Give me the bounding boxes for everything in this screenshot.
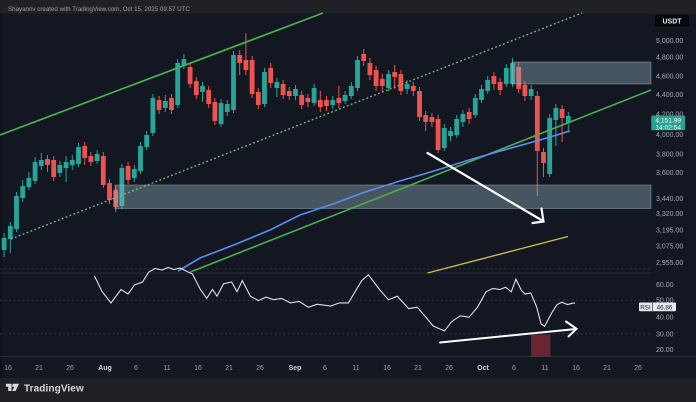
- svg-text:3,195.00: 3,195.00: [656, 227, 683, 234]
- svg-text:46.86: 46.86: [657, 304, 673, 311]
- svg-text:21: 21: [603, 365, 611, 372]
- svg-text:26: 26: [445, 365, 453, 372]
- svg-text:Aug: Aug: [98, 365, 112, 372]
- svg-text:16: 16: [572, 365, 580, 372]
- svg-text:11: 11: [541, 365, 548, 372]
- svg-text:RSI: RSI: [640, 304, 651, 311]
- svg-text:4,800.00: 4,800.00: [656, 55, 683, 62]
- svg-text:4,000.00: 4,000.00: [656, 132, 683, 139]
- svg-text:11: 11: [352, 365, 359, 372]
- svg-text:20.00: 20.00: [656, 347, 674, 354]
- svg-text:4,200.00: 4,200.00: [656, 111, 683, 118]
- svg-text:21: 21: [414, 365, 422, 372]
- svg-text:Shayannv created with TradingV: Shayannv created with TradingView.com, O…: [8, 6, 190, 13]
- svg-text:3,075.00: 3,075.00: [656, 244, 683, 251]
- svg-text:4,600.00: 4,600.00: [656, 73, 683, 80]
- svg-text:3,440.00: 3,440.00: [656, 196, 683, 203]
- svg-text:40.00: 40.00: [656, 315, 674, 322]
- svg-text:26: 26: [634, 365, 642, 372]
- svg-text:6: 6: [134, 365, 138, 372]
- svg-text:11: 11: [163, 365, 170, 372]
- svg-text:4,151.99: 4,151.99: [655, 118, 681, 125]
- svg-text:3,320.00: 3,320.00: [656, 211, 683, 218]
- svg-text:TradingView: TradingView: [24, 383, 84, 394]
- svg-text:60.00: 60.00: [656, 282, 674, 289]
- svg-text:14:02:54: 14:02:54: [655, 124, 681, 131]
- svg-text:3,600.00: 3,600.00: [656, 170, 683, 177]
- svg-text:16: 16: [194, 365, 202, 372]
- svg-text:Sep: Sep: [289, 365, 302, 372]
- svg-text:3,800.00: 3,800.00: [656, 151, 683, 158]
- svg-text:16: 16: [383, 365, 391, 372]
- svg-text:6: 6: [323, 365, 327, 372]
- svg-text:26: 26: [66, 365, 74, 372]
- svg-text:21: 21: [225, 365, 233, 372]
- svg-text:21: 21: [35, 365, 43, 372]
- svg-text:5,000.00: 5,000.00: [656, 38, 683, 45]
- svg-text:6: 6: [512, 365, 516, 372]
- svg-text:30.00: 30.00: [656, 331, 674, 338]
- svg-text:16: 16: [4, 365, 12, 372]
- svg-text:2,955.00: 2,955.00: [656, 260, 683, 267]
- svg-text:USDT: USDT: [662, 19, 682, 26]
- svg-text:26: 26: [256, 365, 264, 372]
- svg-text:Oct: Oct: [477, 365, 489, 372]
- svg-text:50.00: 50.00: [656, 298, 674, 305]
- svg-text:4,400.00: 4,400.00: [656, 92, 683, 99]
